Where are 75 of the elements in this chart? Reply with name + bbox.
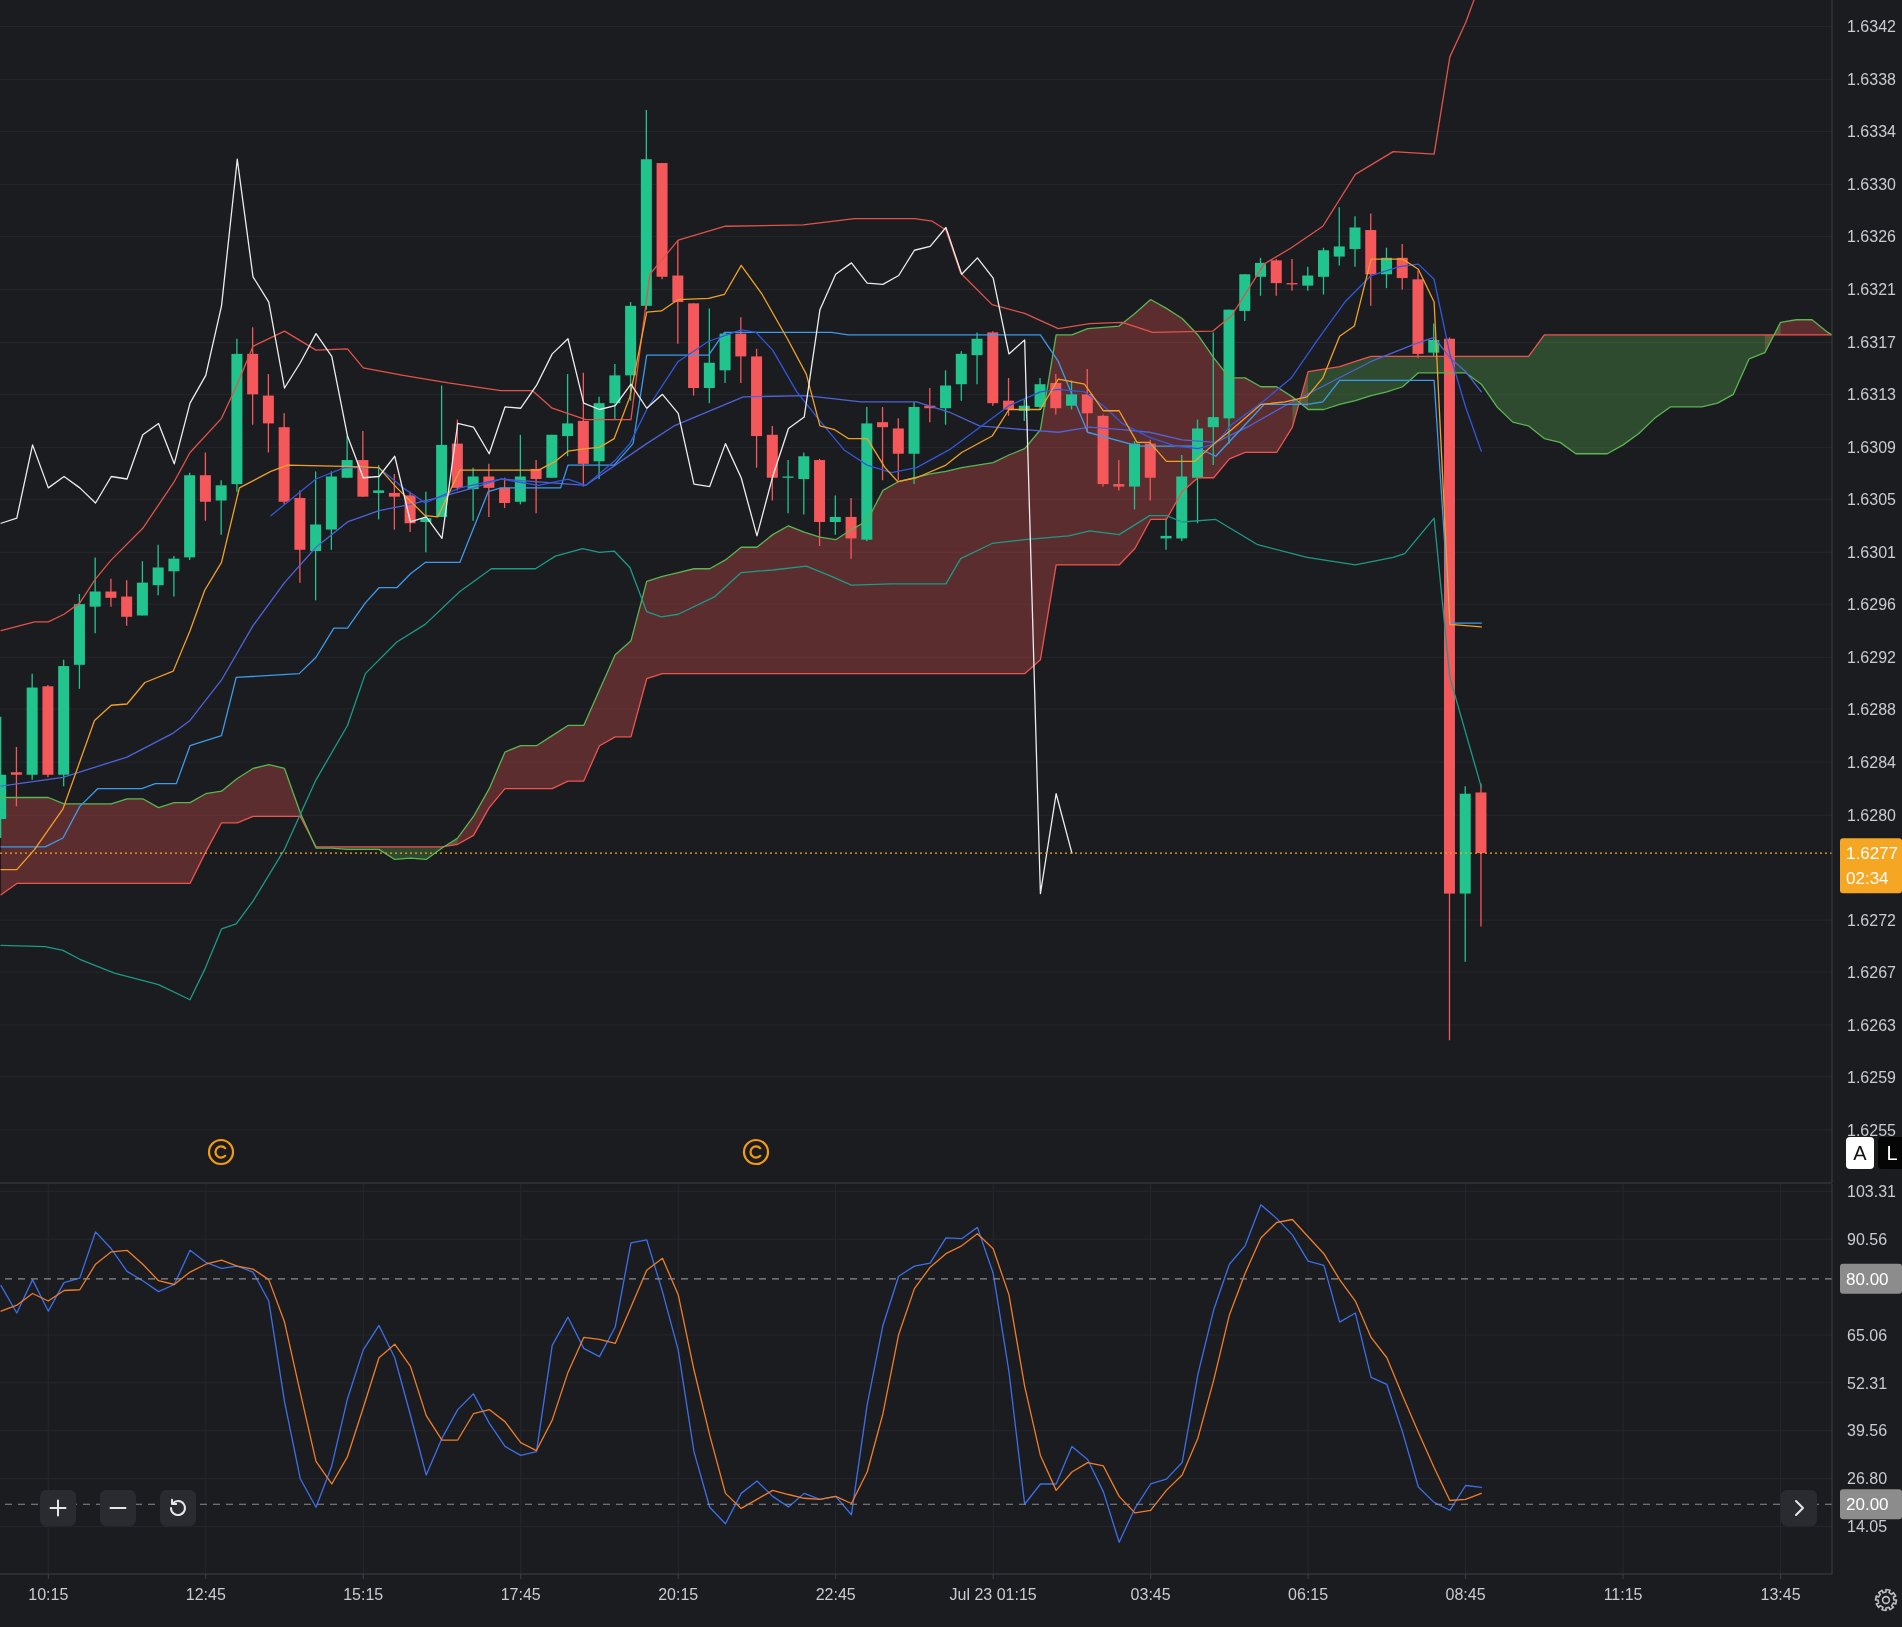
y-tick-label: 1.6280 [1847,806,1897,824]
candlestick [1081,368,1093,433]
x-tick-label: 11:15 [1603,1586,1643,1604]
candlestick [845,497,857,560]
candlestick [798,451,810,516]
candlestick [10,746,22,808]
x-tick-label: 13:45 [1760,1586,1801,1604]
x-tick-label: 06:15 [1288,1586,1329,1604]
y-tick-label: 1.6334 [1847,123,1897,141]
y-tick-label: 1.6272 [1847,911,1897,929]
y-tick-label: 1.6330 [1847,176,1897,194]
y-tick-label: 14.05 [1847,1518,1888,1536]
candlestick [215,479,227,536]
y-tick-label: 65.06 [1847,1326,1888,1344]
x-tick-label: 20:15 [658,1586,699,1604]
y-tick-label: 1.6321 [1847,281,1897,299]
x-tick-label: 15:15 [343,1586,384,1604]
candlestick [562,373,574,457]
letter-button: L [1878,1137,1902,1169]
y-tick-label: 1.6317 [1847,334,1897,352]
candlestick [121,579,133,627]
candlestick [1349,215,1361,268]
y-tick-label: 1.6263 [1847,1016,1897,1034]
x-tick-label: 03:45 [1130,1586,1171,1604]
y-tick-label: 1.6305 [1847,490,1897,508]
candlestick [829,494,841,536]
x-tick-label: 22:45 [815,1586,856,1604]
candlestick [1066,379,1078,411]
x-tick-label: 12:45 [185,1586,226,1604]
y-tick-label: 1.6326 [1847,228,1897,246]
candlestick [1333,206,1345,267]
y-tick-label: 1.6342 [1847,18,1897,36]
candlestick [89,556,101,634]
x-tick-label: 10:15 [28,1586,69,1604]
y-tick-label: 1.6309 [1847,439,1897,457]
candlestick [341,435,353,479]
y-tick-label: 1.6255 [1847,1121,1897,1139]
y-tick-label: 1.6296 [1847,595,1897,613]
y-tick-label: 1.6338 [1847,71,1897,89]
text: 02:34 [1846,869,1889,889]
y-tick-label: 90.56 [1847,1230,1888,1248]
y-tick-label: 1.6313 [1847,386,1897,404]
candlestick [735,316,747,384]
candlestick [940,369,952,426]
y-tick-label: 1.6288 [1847,700,1897,718]
candlestick [971,331,983,385]
x-tick-label: 17:45 [500,1586,541,1604]
ref-line-label: 20.00 [1846,1495,1889,1515]
candlestick [499,477,511,509]
candlestick [877,406,889,481]
candlestick [152,544,164,596]
candlestick [1207,331,1219,466]
candlestick [782,459,794,514]
candlestick [1113,459,1125,492]
y-tick-label: 39.56 [1847,1422,1888,1440]
y-tick-label: 1.6259 [1847,1068,1897,1086]
x-tick-label: Jul 23 01:15 [949,1586,1037,1604]
candlestick [388,473,400,531]
y-tick-label: 103.31 [1847,1182,1897,1200]
candlestick [105,578,117,608]
y-tick-label: 1.6301 [1847,544,1897,561]
candlestick [373,464,385,521]
line-series [0,158,1073,895]
y-tick-label: 1.6267 [1847,963,1897,981]
y-tick-label: 1.6284 [1847,753,1897,771]
ref-line-label: 1.6277 [1846,844,1898,864]
y-tick-label: 26.80 [1847,1470,1888,1488]
ref-line-label: 80.00 [1846,1269,1889,1289]
y-tick-label: 1.6292 [1847,648,1897,666]
y-tick-label: 52.31 [1847,1374,1888,1392]
candlestick [1302,266,1314,292]
x-tick-label: 08:45 [1445,1586,1486,1604]
candlestick [168,555,180,598]
letter-button: A [1846,1137,1874,1169]
candlestick [1270,258,1282,297]
